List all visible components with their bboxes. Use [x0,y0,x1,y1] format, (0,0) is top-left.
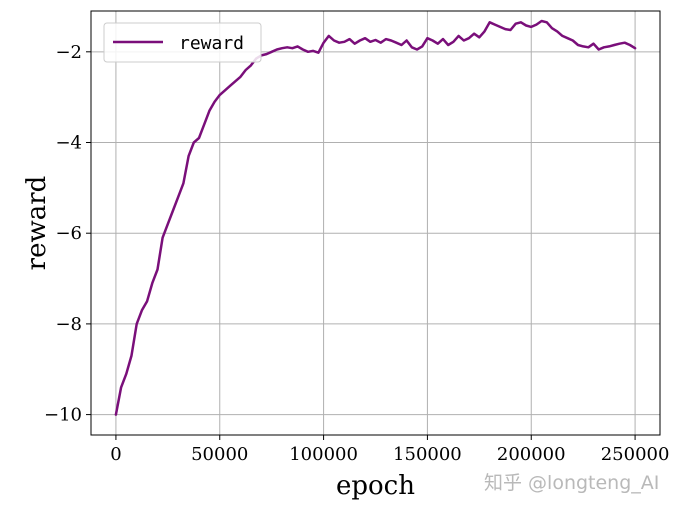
y-tick-label: −8 [55,314,82,335]
legend: reward [103,22,262,63]
x-axis-label: epoch [336,471,415,501]
x-tick-label: 100000 [289,444,358,465]
series-layer [114,19,637,416]
x-axis-ticks: 0 50000 100000 150000 200000 250000 [110,435,669,465]
series-line-reward [114,19,637,416]
y-tick-label: −10 [44,405,82,426]
x-tick-label: 150000 [393,444,462,465]
plot-frame [90,10,661,436]
y-tick-label: −6 [55,223,82,244]
y-axis-label: reward [22,176,52,271]
grid-lines [91,11,660,435]
watermark: 知乎 @longteng_AI [484,472,660,494]
legend-label: reward [179,33,244,54]
legend-box [103,22,262,63]
x-tick-label: 200000 [497,444,566,465]
x-tick-label: 50000 [191,444,248,465]
x-tick-label: 0 [110,444,121,465]
y-tick-label: −2 [55,42,82,63]
y-tick-label: −4 [55,133,82,154]
y-axis-ticks: −10 −8 −6 −4 −2 [44,42,91,426]
x-tick-label: 250000 [601,444,670,465]
